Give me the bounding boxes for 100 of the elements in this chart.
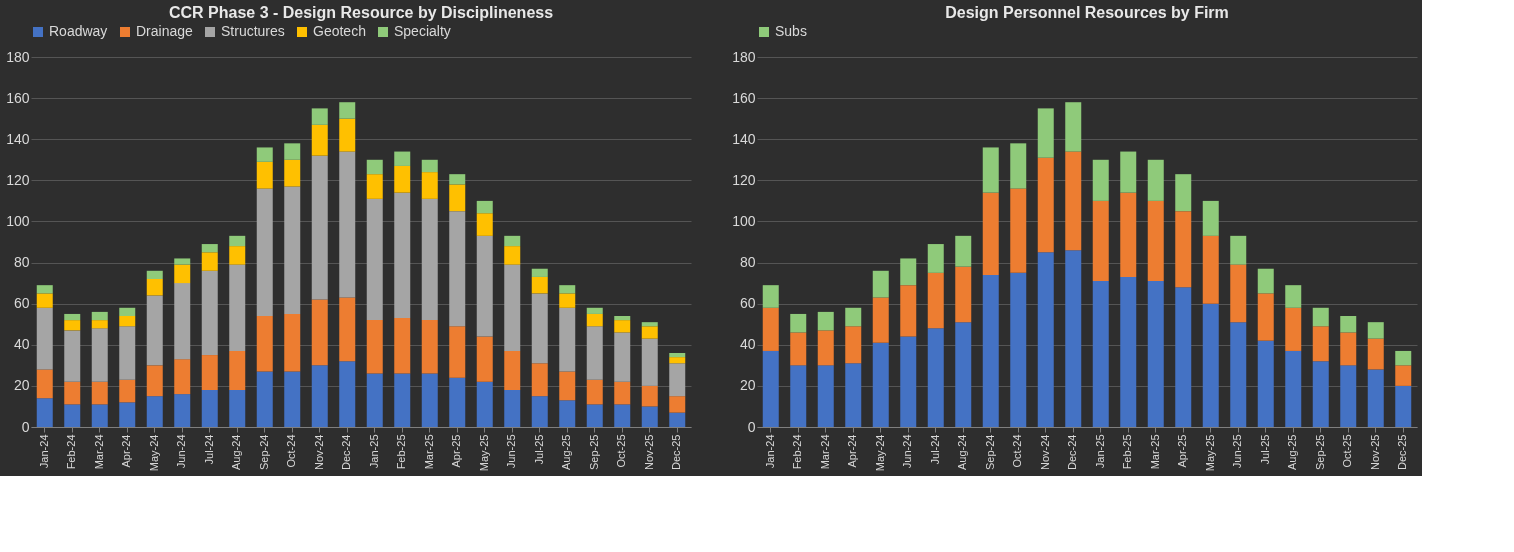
bar xyxy=(366,159,383,175)
bar xyxy=(1037,252,1054,427)
bar xyxy=(174,283,191,360)
x-tick-label: Apr-24 xyxy=(846,434,859,468)
bar xyxy=(1037,157,1054,253)
x-tick-label: Mar-25 xyxy=(1148,434,1161,470)
bar xyxy=(1340,316,1357,333)
x-tick-label: Feb-24 xyxy=(791,434,804,470)
y-tick-label: 100 xyxy=(6,212,30,229)
bar xyxy=(641,338,658,386)
bar xyxy=(1092,200,1109,282)
bar xyxy=(614,404,631,427)
bar xyxy=(559,293,576,308)
bar xyxy=(614,381,631,405)
bar xyxy=(927,244,944,273)
y-tick-label: 140 xyxy=(732,130,756,147)
bar xyxy=(762,285,779,308)
x-tick-label: Jun-24 xyxy=(175,434,188,469)
bar xyxy=(119,326,136,380)
x-tick-label: Jul-25 xyxy=(532,434,545,465)
bar xyxy=(449,184,466,212)
bar xyxy=(284,371,301,427)
bar xyxy=(201,390,218,427)
x-tick-label: Mar-24 xyxy=(92,434,105,470)
x-tick-label: Aug-24 xyxy=(956,434,969,470)
bar xyxy=(1092,281,1109,427)
bar xyxy=(1065,151,1082,251)
bar xyxy=(201,252,218,271)
bar xyxy=(762,307,779,351)
bar xyxy=(229,350,246,390)
bar xyxy=(1230,235,1247,265)
x-tick-label: Aug-24 xyxy=(230,434,243,470)
x-tick-label: Sep-25 xyxy=(1313,434,1326,470)
bar xyxy=(1010,188,1027,273)
legend-label: Structures xyxy=(221,23,285,39)
x-tick-label: Jan-25 xyxy=(1093,434,1106,469)
x-tick-label: Sep-24 xyxy=(983,434,996,470)
bar xyxy=(256,371,273,427)
bar xyxy=(614,316,631,321)
x-tick-label: Aug-25 xyxy=(560,434,573,470)
bar xyxy=(394,373,411,427)
x-tick-label: Oct-25 xyxy=(615,434,628,468)
bar xyxy=(531,276,548,294)
x-tick-label: May-24 xyxy=(147,434,160,472)
x-tick-label: Apr-24 xyxy=(120,434,133,468)
legend-label: Specialty xyxy=(394,23,451,39)
bar xyxy=(531,363,548,397)
bar xyxy=(955,235,972,267)
y-tick-label: 80 xyxy=(739,254,756,271)
bar xyxy=(614,320,631,333)
bar xyxy=(900,258,917,286)
bar xyxy=(339,151,356,298)
bar xyxy=(641,385,658,407)
bar xyxy=(476,200,493,214)
bar xyxy=(476,213,493,236)
x-tick-label: Jan-24 xyxy=(37,434,50,469)
bar xyxy=(817,330,834,366)
bar xyxy=(1202,235,1219,304)
bar xyxy=(449,211,466,327)
y-tick-label: 80 xyxy=(13,254,30,271)
x-tick-label: Aug-25 xyxy=(1286,434,1299,470)
y-tick-label: 20 xyxy=(13,377,30,394)
bar xyxy=(1230,322,1247,427)
bar xyxy=(36,285,53,294)
bar xyxy=(1312,361,1329,427)
legend-label: Geotech xyxy=(313,23,366,39)
bar xyxy=(927,272,944,329)
bar xyxy=(504,235,521,247)
bar xyxy=(669,353,686,358)
y-tick-label: 180 xyxy=(732,48,756,65)
bar xyxy=(174,394,191,427)
x-tick-label: Nov-24 xyxy=(1038,434,1051,470)
bar xyxy=(394,192,411,319)
bar xyxy=(64,313,81,321)
bar xyxy=(449,174,466,185)
x-tick-label: Apr-25 xyxy=(1176,434,1189,468)
bar xyxy=(201,270,218,356)
x-tick-label: Feb-25 xyxy=(395,434,408,470)
bar xyxy=(256,316,273,372)
bar xyxy=(284,143,301,160)
bar xyxy=(174,264,191,284)
bar xyxy=(421,373,438,427)
bar xyxy=(284,159,301,187)
x-tick-label: Oct-25 xyxy=(1341,434,1354,468)
bar xyxy=(1010,143,1027,189)
bar xyxy=(64,381,81,405)
bar xyxy=(1010,272,1027,427)
bar xyxy=(229,235,246,247)
legend-label: Drainage xyxy=(136,23,194,39)
bar xyxy=(311,124,328,156)
y-tick-label: 60 xyxy=(739,295,756,312)
bar xyxy=(641,322,658,327)
bar xyxy=(669,363,686,397)
bar xyxy=(762,350,779,427)
bar xyxy=(1285,307,1302,351)
bar xyxy=(174,258,191,265)
bar xyxy=(91,381,108,405)
bar xyxy=(1065,102,1082,152)
bar xyxy=(1367,338,1384,370)
bar xyxy=(1395,350,1412,366)
